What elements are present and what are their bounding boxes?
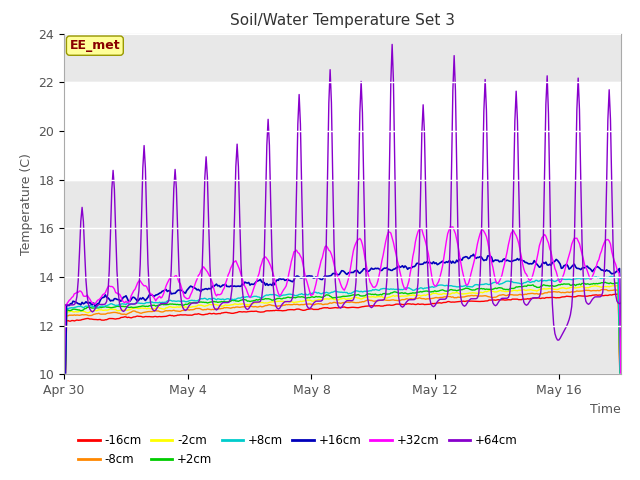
X-axis label: Time: Time	[590, 403, 621, 416]
Legend: -16cm, -8cm, -2cm, +2cm, +8cm, +16cm, +32cm, +64cm: -16cm, -8cm, -2cm, +2cm, +8cm, +16cm, +3…	[74, 430, 522, 471]
Bar	[64, 82, 621, 180]
Y-axis label: Temperature (C): Temperature (C)	[20, 153, 33, 255]
Text: EE_met: EE_met	[70, 39, 120, 52]
Title: Soil/Water Temperature Set 3: Soil/Water Temperature Set 3	[230, 13, 455, 28]
